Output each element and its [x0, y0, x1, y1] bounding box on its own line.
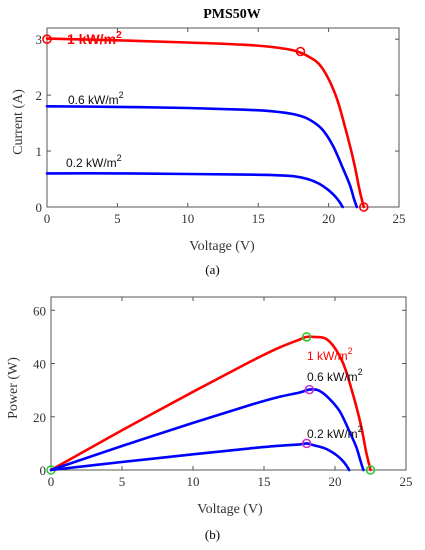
y-tick-label: 1 [36, 144, 43, 159]
x-tick-label: 10 [187, 474, 200, 489]
caption-b: (b) [204, 527, 221, 542]
series-label: 0.2 kW/m2 [66, 153, 122, 170]
series-marker [42, 34, 52, 44]
x-tick-label: 15 [258, 474, 271, 489]
y-tick-label: 20 [33, 410, 46, 425]
y-tick-label: 40 [33, 357, 46, 372]
series-label: 1 kW/m2 [307, 346, 353, 363]
power-voltage-chart: 0 5 10 15 20 25 0 20 40 60 1 kW/m2 0.6 kW/m2 0.2 kW… [6, 296, 413, 517]
series-label: 0.6 kW/m2 [68, 90, 124, 107]
chart-a-xlabel: Voltage (V) [189, 239, 255, 254]
series-marker [301, 332, 312, 342]
series-line-2 [49, 442, 351, 472]
series-marker [295, 46, 306, 57]
series-label: 1 kW/m2 [67, 29, 122, 47]
x-tick-label: 25 [400, 474, 413, 489]
chart-b-xlabel: Voltage (V) [197, 502, 263, 517]
x-tick-label: 15 [252, 211, 265, 226]
series-label: 0.2 kW/m2 [307, 424, 363, 441]
x-tick-label: 0 [44, 211, 51, 226]
series-marker [358, 202, 369, 212]
series-line-1 [45, 105, 359, 209]
series-line-0 [45, 37, 366, 209]
y-tick-label: 0 [36, 200, 43, 215]
y-tick-label: 0 [40, 463, 47, 478]
chart-a-title: PMS50W [203, 7, 261, 22]
plot-frame [50, 296, 407, 471]
series-line-2 [45, 172, 344, 209]
x-tick-label: 20 [322, 211, 335, 226]
caption-a: (a) [205, 262, 220, 277]
x-tick-label: 5 [114, 211, 121, 226]
chart-b-ylabel: Power (W) [6, 357, 21, 419]
chart-a-ylabel: Current (A) [11, 89, 26, 155]
x-tick-label: 20 [329, 474, 342, 489]
y-tick-label: 2 [36, 88, 43, 103]
plot-frame [46, 27, 400, 208]
x-tick-label: 25 [393, 211, 406, 226]
current-voltage-chart: PMS50W 0 5 10 15 20 25 0 1 2 3 1 kW/m2 0.6 kW/m2 0.… [11, 7, 406, 254]
series-marker [301, 438, 312, 449]
series-marker [365, 465, 376, 475]
series-marker [304, 384, 315, 395]
y-tick-label: 3 [36, 32, 43, 47]
series-line-0 [49, 335, 372, 472]
x-tick-label: 10 [181, 211, 194, 226]
y-tick-label: 60 [33, 303, 46, 318]
x-tick-label: 0 [48, 474, 55, 489]
x-tick-label: 5 [119, 474, 126, 489]
series-label: 0.6 kW/m2 [307, 367, 363, 384]
